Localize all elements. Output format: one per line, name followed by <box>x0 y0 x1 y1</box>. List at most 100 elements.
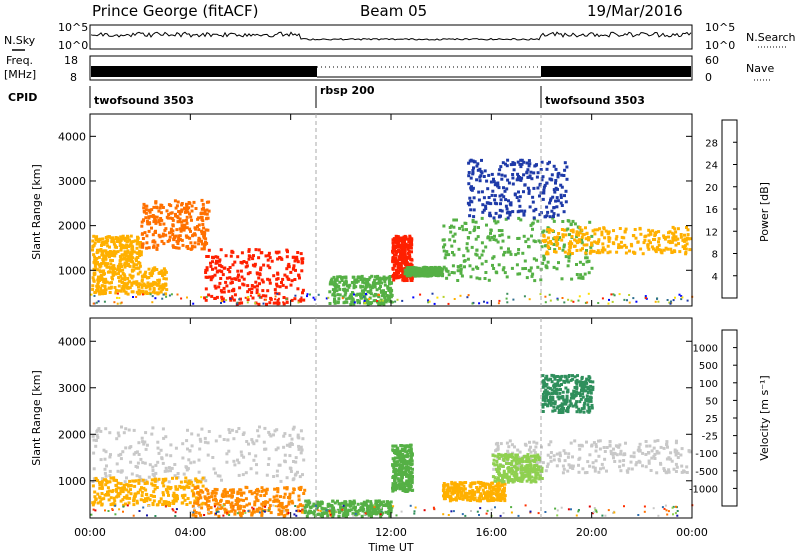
velocity-band-cell <box>455 499 458 502</box>
power-band-cell <box>545 252 548 255</box>
power-band-cell <box>257 303 260 306</box>
power-band-cell <box>115 289 118 292</box>
power-band-cell <box>528 189 531 192</box>
power-band-cell <box>403 236 406 239</box>
power-band-cell <box>630 244 633 247</box>
power-band-cell <box>178 220 181 223</box>
velocity-band-cell <box>176 488 179 491</box>
power-band-cell <box>108 246 111 249</box>
power-scatter-cell <box>150 293 152 295</box>
power-band-cell <box>150 271 153 274</box>
velocity-band-cell <box>263 427 266 430</box>
velocity-band-cell <box>496 448 499 451</box>
velocity-band-cell <box>556 464 559 467</box>
velocity-band-cell <box>548 443 551 446</box>
velocity-band-cell <box>237 505 240 508</box>
power-band-cell <box>548 231 551 234</box>
power-band-cell <box>584 226 587 229</box>
power-band-cell <box>603 236 606 239</box>
velocity-band-cell <box>676 466 679 469</box>
power-band-cell <box>301 260 304 263</box>
power-band-cell <box>185 245 188 248</box>
velocity-band-cell <box>138 453 141 456</box>
power-band-cell <box>550 197 553 200</box>
velocity-band-cell <box>638 450 641 453</box>
power-band-cell <box>344 291 347 294</box>
velocity-band-cell <box>509 468 512 471</box>
power-band-cell <box>353 286 356 289</box>
velocity-band-cell <box>120 469 123 472</box>
velocity-band-cell <box>127 485 130 488</box>
power-band-cell <box>152 268 155 271</box>
velocity-band-cell <box>104 478 107 481</box>
power-band-cell <box>678 250 681 253</box>
power-band-cell <box>245 265 248 268</box>
power-band-cell <box>557 172 560 175</box>
velocity-band-cell <box>174 485 177 488</box>
power-band-cell <box>601 242 604 245</box>
power-band-cell <box>555 205 558 208</box>
velocity-band-cell <box>123 496 126 499</box>
power-band-cell <box>119 275 122 278</box>
power-band-cell <box>541 231 544 234</box>
power-band-cell <box>194 241 197 244</box>
power-band-cell <box>153 287 156 290</box>
power-band-cell <box>286 250 289 253</box>
power-band-cell <box>401 239 404 242</box>
velocity-band-cell <box>492 468 495 471</box>
power-band-cell <box>127 245 130 248</box>
velocity-band-cell <box>391 490 394 493</box>
power-band-cell <box>159 223 162 226</box>
power-band-cell <box>204 243 207 246</box>
velocity-band-cell <box>492 492 495 495</box>
velocity-band-cell <box>104 468 107 471</box>
velocity-band-cell <box>136 474 139 477</box>
power-band-cell <box>472 215 475 218</box>
power-band-cell <box>560 202 563 205</box>
power-band-cell <box>156 244 159 247</box>
velocity-band-cell <box>488 499 491 502</box>
velocity-band-cell <box>206 489 209 492</box>
power-band-cell <box>459 264 462 267</box>
power-scatter-cell <box>562 297 564 299</box>
power-band-cell <box>245 261 248 264</box>
power-band-cell <box>110 281 113 284</box>
power-band-cell <box>507 217 510 220</box>
velocity-band-cell <box>650 469 653 472</box>
power-scatter-cell <box>498 302 500 304</box>
power-band-cell <box>165 277 168 280</box>
velocity-band-cell <box>400 458 403 461</box>
velocity-band-cell <box>304 506 307 509</box>
power-band-cell <box>514 193 517 196</box>
power-band-cell <box>652 238 655 241</box>
velocity-band-cell <box>141 461 144 464</box>
velocity-band-cell <box>248 490 251 493</box>
power-band-cell <box>282 284 285 287</box>
power-band-cell <box>208 276 211 279</box>
power-band-cell <box>190 219 193 222</box>
power-band-cell <box>210 278 213 281</box>
power-band-cell <box>527 245 530 248</box>
power-band-cell <box>360 278 363 281</box>
power-band-cell <box>475 178 478 181</box>
velocity-band-cell <box>516 449 519 452</box>
power-band-cell <box>214 285 217 288</box>
power-band-cell <box>478 256 481 259</box>
power-band-cell <box>114 246 117 249</box>
velocity-band-cell <box>283 496 286 499</box>
power-band-cell <box>359 294 362 297</box>
power-band-cell <box>154 222 157 225</box>
power-band-cell <box>142 237 145 240</box>
velocity-band-cell <box>204 479 207 482</box>
velocity-band-cell <box>224 495 227 498</box>
power-band-cell <box>442 225 445 228</box>
power-band-cell <box>521 267 524 270</box>
power-band-cell <box>218 258 221 261</box>
velocity-band-cell <box>372 509 375 512</box>
power-band-cell <box>247 272 250 275</box>
power-band-cell <box>686 242 689 245</box>
power-band-cell <box>131 248 134 251</box>
power-band-cell <box>566 178 569 181</box>
power-band-cell <box>267 264 270 267</box>
